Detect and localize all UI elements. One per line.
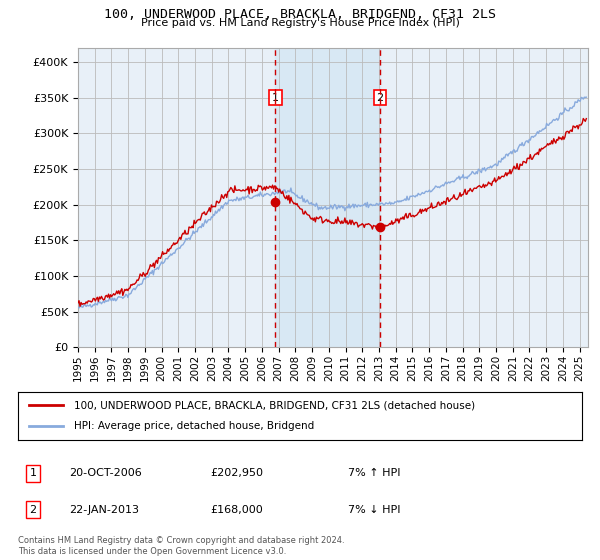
Text: 100, UNDERWOOD PLACE, BRACKLA, BRIDGEND, CF31 2LS: 100, UNDERWOOD PLACE, BRACKLA, BRIDGEND,…	[104, 8, 496, 21]
Text: £168,000: £168,000	[210, 505, 263, 515]
Text: 22-JAN-2013: 22-JAN-2013	[69, 505, 139, 515]
Text: 7% ↑ HPI: 7% ↑ HPI	[348, 468, 401, 478]
Text: 2: 2	[377, 92, 384, 102]
Bar	[275, 48, 380, 347]
Text: 20-OCT-2006: 20-OCT-2006	[69, 468, 142, 478]
Text: 2: 2	[29, 505, 37, 515]
Text: 1: 1	[29, 468, 37, 478]
Text: Price paid vs. HM Land Registry's House Price Index (HPI): Price paid vs. HM Land Registry's House …	[140, 18, 460, 29]
Text: £202,950: £202,950	[210, 468, 263, 478]
Text: 7% ↓ HPI: 7% ↓ HPI	[348, 505, 401, 515]
Text: HPI: Average price, detached house, Bridgend: HPI: Average price, detached house, Brid…	[74, 421, 314, 431]
Text: 1: 1	[272, 92, 279, 102]
Text: Contains HM Land Registry data © Crown copyright and database right 2024.
This d: Contains HM Land Registry data © Crown c…	[18, 536, 344, 556]
Text: 100, UNDERWOOD PLACE, BRACKLA, BRIDGEND, CF31 2LS (detached house): 100, UNDERWOOD PLACE, BRACKLA, BRIDGEND,…	[74, 400, 476, 410]
